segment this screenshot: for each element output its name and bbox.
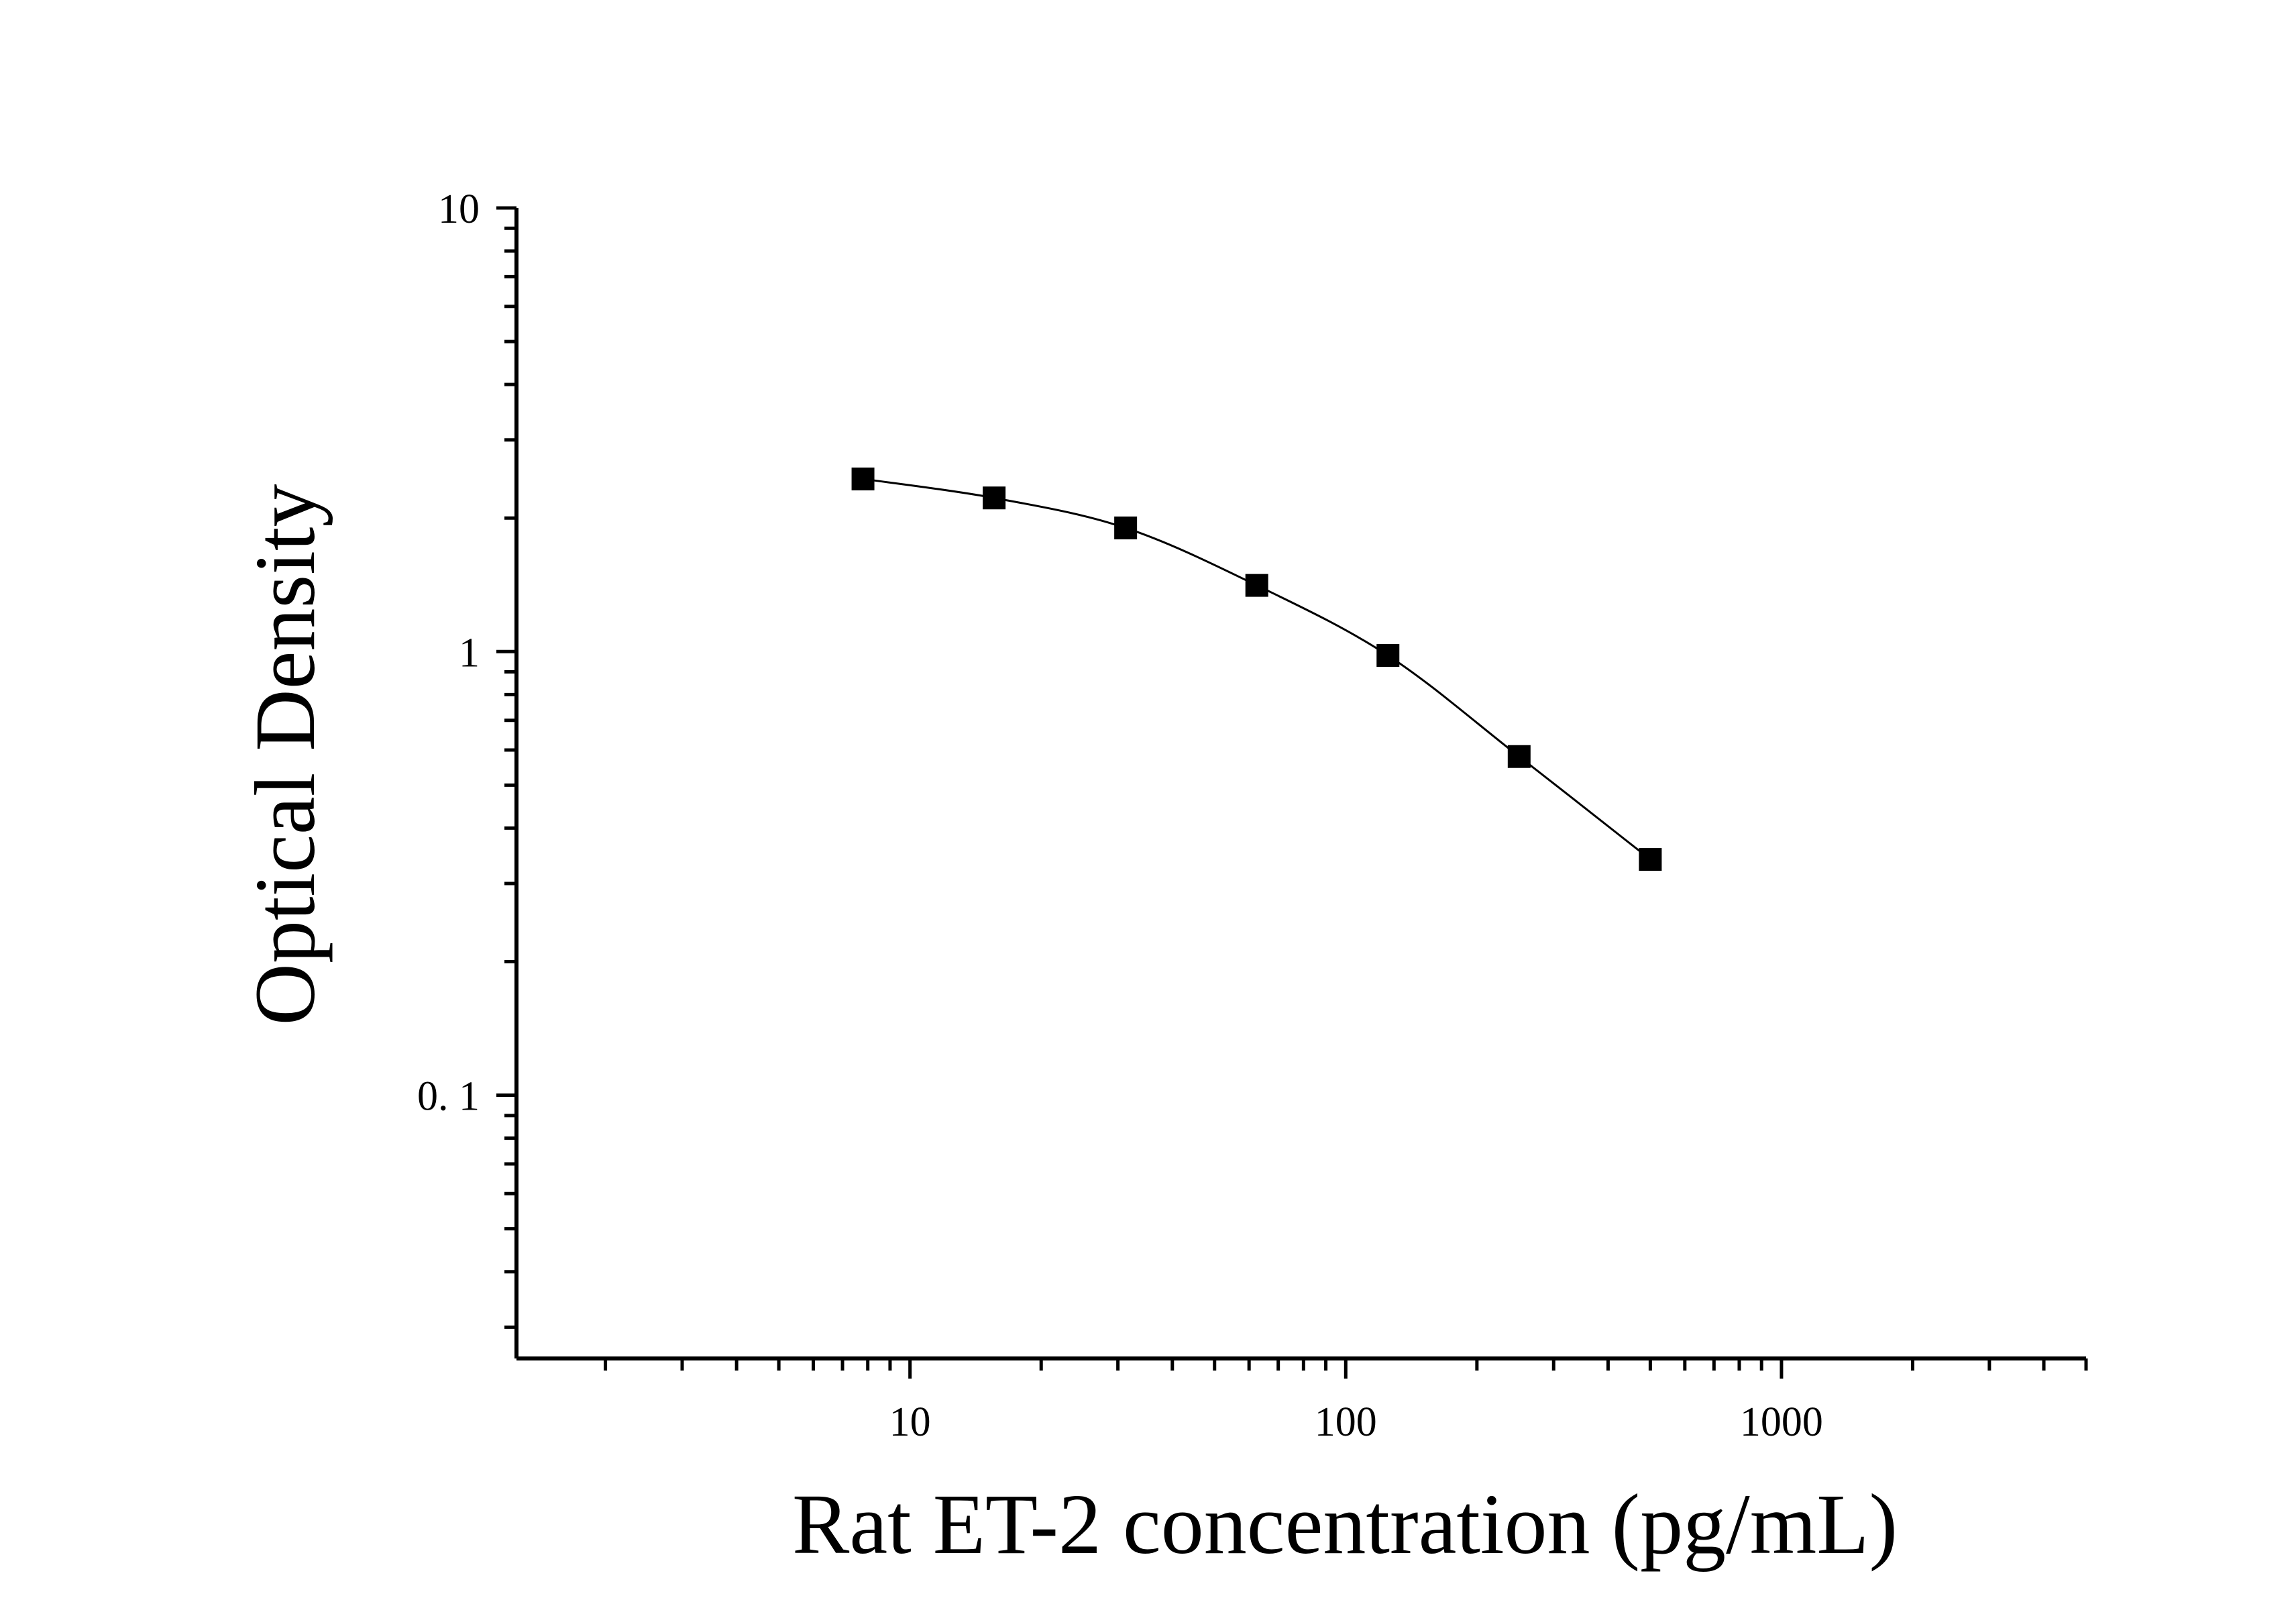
- y-tick-label: 0. 1: [417, 1074, 480, 1120]
- y-axis-ticks: 0. 1 1 10: [417, 186, 516, 1329]
- fit-curve-layer: [863, 478, 1651, 861]
- data-point: [1376, 644, 1400, 667]
- data-points-layer: [851, 467, 1662, 871]
- x-tick-label: 1000: [1740, 1399, 1823, 1445]
- data-point: [1639, 848, 1662, 871]
- data-point: [851, 467, 875, 490]
- y-tick-label: 1: [459, 630, 480, 676]
- x-axis-ticks: 10 100 1000: [604, 1358, 2088, 1445]
- y-axis-title: Optical Density: [237, 484, 333, 1026]
- x-tick-label: 10: [889, 1399, 931, 1445]
- data-point: [1245, 574, 1268, 597]
- axes-layer: 10 100 1000 0. 1 1 10: [417, 186, 2088, 1445]
- data-point: [983, 486, 1006, 510]
- y-tick-label: 10: [438, 186, 480, 232]
- x-tick-label: 100: [1315, 1399, 1377, 1445]
- fit-curve: [863, 478, 1651, 861]
- x-axis-title: Rat ET-2 concentration (pg/mL): [792, 1477, 1898, 1572]
- data-point: [1507, 745, 1531, 768]
- data-point: [1114, 516, 1138, 539]
